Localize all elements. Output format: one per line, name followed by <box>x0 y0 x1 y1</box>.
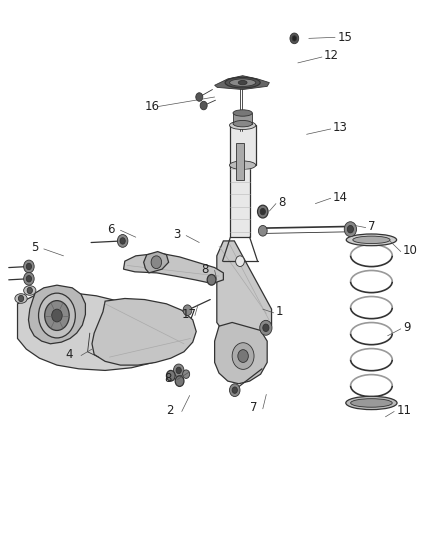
Circle shape <box>183 305 192 316</box>
Text: 5: 5 <box>31 241 38 254</box>
Circle shape <box>347 225 353 233</box>
Text: 4: 4 <box>66 348 73 361</box>
Text: 1: 1 <box>276 305 283 318</box>
Circle shape <box>151 256 162 269</box>
Circle shape <box>236 256 244 266</box>
Text: 7: 7 <box>250 401 257 414</box>
Ellipse shape <box>24 286 36 295</box>
Ellipse shape <box>15 294 27 303</box>
Text: 7: 7 <box>368 220 375 233</box>
Circle shape <box>173 364 184 377</box>
Ellipse shape <box>233 120 252 127</box>
Circle shape <box>176 367 181 374</box>
Circle shape <box>27 287 32 294</box>
Circle shape <box>183 370 190 378</box>
Circle shape <box>260 320 272 335</box>
Text: 17: 17 <box>182 308 197 321</box>
Polygon shape <box>215 76 269 90</box>
Circle shape <box>263 324 269 332</box>
Ellipse shape <box>225 77 260 88</box>
Text: 12: 12 <box>324 50 339 62</box>
Text: 13: 13 <box>333 122 348 134</box>
Text: 14: 14 <box>333 191 348 204</box>
Ellipse shape <box>350 399 392 407</box>
Circle shape <box>39 293 75 338</box>
Circle shape <box>166 370 175 381</box>
Ellipse shape <box>353 236 390 244</box>
Text: 9: 9 <box>403 321 410 334</box>
Circle shape <box>232 343 254 369</box>
Polygon shape <box>215 322 267 384</box>
Polygon shape <box>124 253 223 284</box>
Circle shape <box>230 384 240 397</box>
Text: 11: 11 <box>396 404 411 417</box>
Circle shape <box>292 36 297 41</box>
Circle shape <box>198 95 201 99</box>
Circle shape <box>26 276 32 282</box>
Text: 3: 3 <box>173 228 180 241</box>
Text: 2: 2 <box>166 404 174 417</box>
Ellipse shape <box>230 121 256 130</box>
Polygon shape <box>217 241 272 332</box>
Ellipse shape <box>346 397 397 409</box>
Ellipse shape <box>238 80 247 85</box>
Circle shape <box>18 295 24 302</box>
Circle shape <box>232 387 237 393</box>
Bar <box>230 125 256 165</box>
Circle shape <box>24 272 34 285</box>
Circle shape <box>175 376 184 386</box>
Circle shape <box>260 208 265 215</box>
Text: 15: 15 <box>337 31 352 44</box>
Circle shape <box>207 274 216 285</box>
Circle shape <box>344 222 357 237</box>
Circle shape <box>117 235 128 247</box>
Ellipse shape <box>346 234 396 246</box>
Circle shape <box>52 309 62 322</box>
Circle shape <box>45 301 69 330</box>
Text: 16: 16 <box>145 100 159 113</box>
Circle shape <box>290 33 299 44</box>
Text: 8: 8 <box>278 196 286 209</box>
Text: 10: 10 <box>403 244 418 257</box>
Circle shape <box>196 93 203 101</box>
Circle shape <box>258 225 267 236</box>
Circle shape <box>202 103 205 108</box>
Bar <box>233 113 252 124</box>
Circle shape <box>26 263 32 270</box>
Circle shape <box>120 238 125 244</box>
Polygon shape <box>144 252 169 273</box>
Text: 6: 6 <box>107 223 115 236</box>
Polygon shape <box>92 298 196 365</box>
Text: 8: 8 <box>164 372 172 385</box>
Polygon shape <box>230 164 250 237</box>
Circle shape <box>258 205 268 218</box>
Ellipse shape <box>230 79 256 86</box>
Circle shape <box>238 350 248 362</box>
Ellipse shape <box>233 110 252 116</box>
Text: 8: 8 <box>201 263 209 276</box>
Polygon shape <box>236 143 244 180</box>
Circle shape <box>24 260 34 273</box>
Polygon shape <box>28 285 85 344</box>
Ellipse shape <box>230 161 256 169</box>
Circle shape <box>200 101 207 110</box>
Polygon shape <box>18 290 175 370</box>
